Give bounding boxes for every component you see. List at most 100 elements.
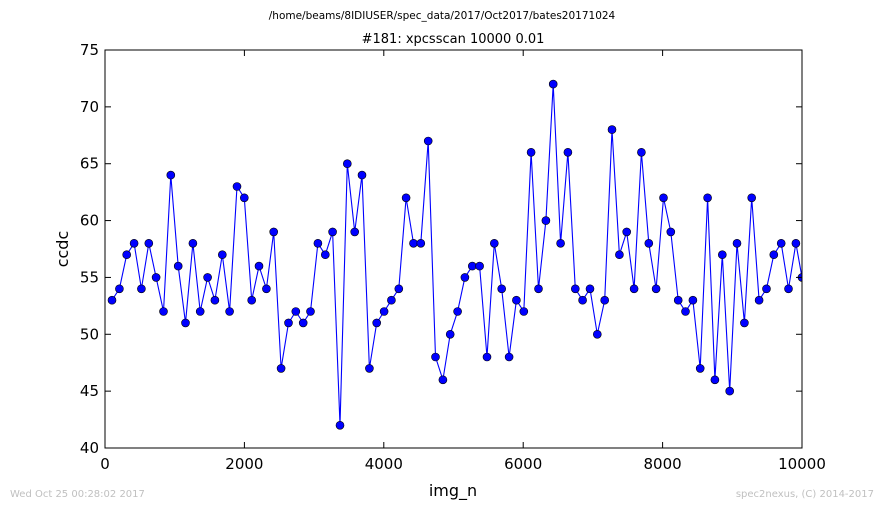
data-point: [254, 261, 264, 271]
data-point: [769, 250, 779, 259]
data-point: [210, 295, 220, 305]
data-point: [276, 364, 286, 373]
data-point: [247, 295, 256, 305]
data-point: [137, 284, 146, 294]
data-point: [159, 307, 168, 316]
data-point: [762, 284, 771, 294]
data-point: [144, 239, 154, 248]
data-point: [372, 318, 382, 328]
data-point: [188, 239, 198, 248]
data-point: [387, 295, 396, 305]
data-point: [357, 170, 367, 180]
data-point: [607, 125, 617, 134]
data-point: [460, 273, 470, 282]
plot-frame: [104, 49, 803, 449]
data-point: [379, 307, 389, 316]
data-point: [431, 352, 440, 362]
data-point: [600, 295, 610, 305]
y-tick-label: 45: [80, 382, 99, 400]
data-point: [526, 148, 536, 157]
data-point: [342, 159, 352, 168]
data-point: [320, 250, 330, 259]
y-tick-label: 40: [80, 439, 99, 457]
data-point: [673, 295, 683, 305]
footer-credit: spec2nexus, (C) 2014-2017: [736, 489, 874, 500]
data-point: [401, 193, 411, 203]
x-tick-label: 10000: [778, 455, 826, 473]
data-point: [475, 261, 484, 271]
data-point: [717, 250, 727, 259]
data-point: [710, 375, 720, 385]
x-tick-label: 6000: [504, 455, 542, 473]
data-point: [703, 193, 712, 203]
data-point: [173, 261, 183, 271]
data-point: [225, 307, 234, 316]
chart-title: #181: xpcsscan 10000 0.01: [362, 32, 545, 47]
data-point: [284, 318, 293, 328]
data-point: [519, 307, 529, 316]
data-point: [740, 318, 749, 328]
data-point: [615, 250, 624, 259]
data-point: [232, 182, 242, 191]
series-line: [111, 84, 802, 426]
data-point: [313, 239, 323, 248]
data-point: [622, 227, 632, 237]
y-axis-label: ccdc: [53, 231, 72, 268]
data-point: [585, 284, 595, 294]
data-point: [497, 284, 507, 294]
data-point: [181, 318, 190, 328]
y-tick-label: 70: [80, 98, 99, 116]
x-axis-label: img_n: [429, 481, 477, 501]
data-point: [732, 239, 742, 248]
data-point: [335, 420, 345, 430]
data-point: [776, 239, 786, 248]
data-point: [482, 352, 492, 362]
data-point: [453, 307, 462, 316]
data-point: [504, 352, 514, 362]
y-tick-label: 60: [80, 212, 99, 230]
footer-timestamp: Wed Oct 25 00:28:02 2017: [10, 489, 145, 500]
data-point: [409, 239, 418, 248]
data-point: [129, 239, 139, 248]
data-point: [328, 227, 337, 237]
data-point: [681, 307, 690, 316]
x-tick-label: 4000: [365, 455, 403, 473]
data-point: [269, 227, 279, 237]
data-point: [666, 227, 676, 237]
axis-ticks: 0 2000 4000 6000 8000 10000 40 45 50 55 60 65 70 75: [80, 41, 826, 473]
data-point: [416, 239, 426, 248]
data-point: [467, 261, 477, 271]
y-tick-label: 50: [80, 325, 99, 343]
data-point: [151, 273, 161, 282]
data-point: [394, 284, 404, 294]
y-tick-label: 55: [80, 268, 99, 286]
data-point: [262, 284, 271, 294]
data-point: [512, 295, 521, 305]
data-point: [240, 193, 249, 203]
data-point: [115, 284, 124, 294]
data-point: [350, 227, 360, 237]
data-point: [218, 250, 227, 259]
data-point: [725, 386, 735, 396]
data-point: [548, 79, 558, 89]
data-point: [306, 307, 315, 316]
file-path-header: /home/beams/8IDIUSER/spec_data/2017/Oct2…: [269, 10, 616, 22]
data-point: [592, 329, 602, 339]
data-point: [365, 364, 374, 373]
data-point: [659, 193, 668, 203]
data-point: [688, 295, 698, 305]
data-point: [570, 284, 580, 294]
data-point: [563, 148, 573, 157]
x-tick-label: 2000: [225, 455, 263, 473]
data-point: [556, 239, 565, 248]
data-point: [122, 250, 131, 259]
x-tick-label: 8000: [644, 455, 682, 473]
data-point: [637, 148, 646, 157]
data-point: [291, 307, 301, 316]
data-point: [489, 239, 499, 248]
plot-area: [107, 79, 802, 430]
data-point: [578, 295, 587, 305]
data-point: [445, 329, 455, 339]
data-point: [166, 170, 176, 180]
